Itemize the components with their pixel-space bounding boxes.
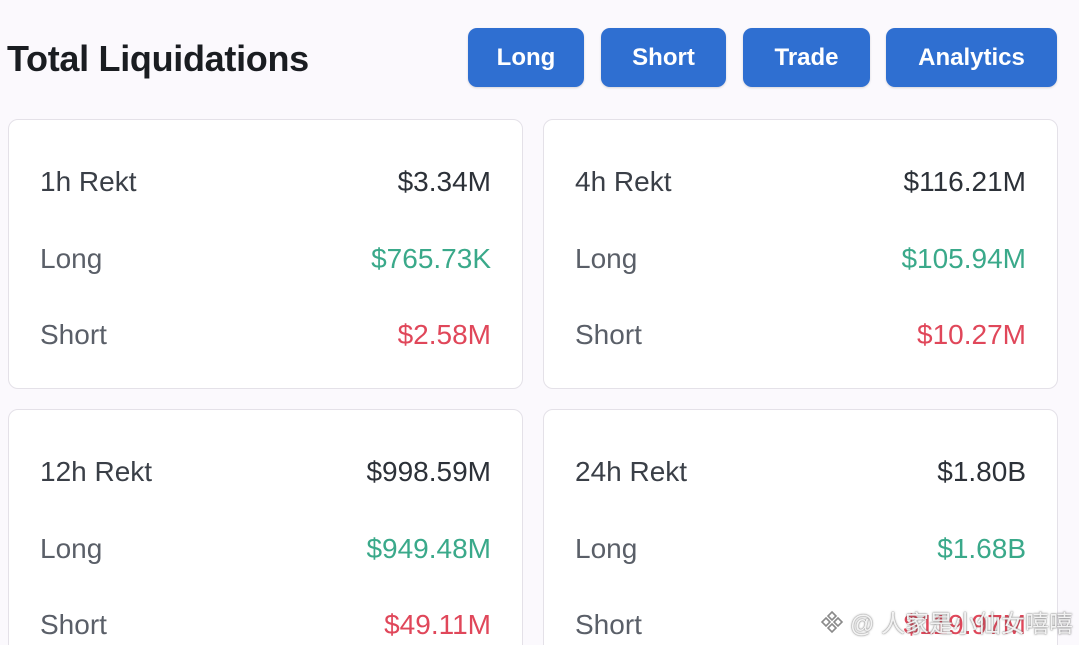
long-row: Long $765.73K — [40, 239, 491, 279]
short-value: $119.97M — [903, 609, 1026, 640]
total-value: $1.80B — [937, 456, 1026, 487]
long-value: $1.68B — [937, 533, 1026, 564]
total-value: $116.21M — [903, 166, 1026, 197]
trade-button[interactable]: Trade — [743, 28, 870, 87]
period-label: 24h Rekt — [575, 456, 688, 487]
long-value: $105.94M — [901, 243, 1026, 274]
short-label: Short — [40, 319, 107, 350]
short-row: Short $10.27M — [575, 315, 1026, 355]
period-label: 12h Rekt — [40, 456, 153, 487]
short-value: $49.11M — [384, 609, 491, 640]
total-row: 4h Rekt $116.21M — [575, 162, 1026, 202]
total-value: $3.34M — [397, 166, 491, 197]
period-label: 4h Rekt — [575, 166, 672, 197]
binance-square-icon — [820, 610, 844, 634]
long-value: $765.73K — [371, 243, 491, 274]
liquidation-card-1h: 1h Rekt $3.34M Long $765.73K Short $2.58… — [8, 119, 523, 389]
short-row: Short $49.11M — [40, 605, 491, 645]
long-value: $949.48M — [366, 533, 491, 564]
long-label: Long — [575, 533, 638, 564]
short-label: Short — [575, 609, 642, 640]
total-value: $998.59M — [366, 456, 491, 487]
short-value: $2.58M — [397, 319, 491, 350]
long-label: Long — [40, 533, 103, 564]
short-button[interactable]: Short — [601, 28, 726, 87]
short-value: $10.27M — [917, 319, 1026, 350]
long-row: Long $949.48M — [40, 529, 491, 569]
total-row: 12h Rekt $998.59M — [40, 452, 491, 492]
long-label: Long — [40, 243, 103, 274]
total-row: 1h Rekt $3.34M — [40, 162, 491, 202]
short-label: Short — [40, 609, 107, 640]
short-label: Short — [575, 319, 642, 350]
long-row: Long $1.68B — [575, 529, 1026, 569]
watermark: @ 人家是小仙女嘻嘻 — [820, 604, 1073, 639]
analytics-button[interactable]: Analytics — [886, 28, 1057, 87]
liquidation-card-12h: 12h Rekt $998.59M Long $949.48M Short $4… — [8, 409, 523, 645]
long-row: Long $105.94M — [575, 239, 1026, 279]
period-label: 1h Rekt — [40, 166, 137, 197]
page-title: Total Liquidations — [7, 38, 309, 79]
liquidation-card-24h: 24h Rekt $1.80B Long $1.68B Short $119.9… — [543, 409, 1058, 645]
watermark-text: @ 人家是小仙女嘻嘻 — [850, 611, 1074, 638]
total-row: 24h Rekt $1.80B — [575, 452, 1026, 492]
short-row: Short $119.97M — [575, 605, 1026, 645]
liquidation-card-4h: 4h Rekt $116.21M Long $105.94M Short $10… — [543, 119, 1058, 389]
short-row: Short $2.58M — [40, 315, 491, 355]
long-label: Long — [575, 243, 638, 274]
long-button[interactable]: Long — [468, 28, 584, 87]
